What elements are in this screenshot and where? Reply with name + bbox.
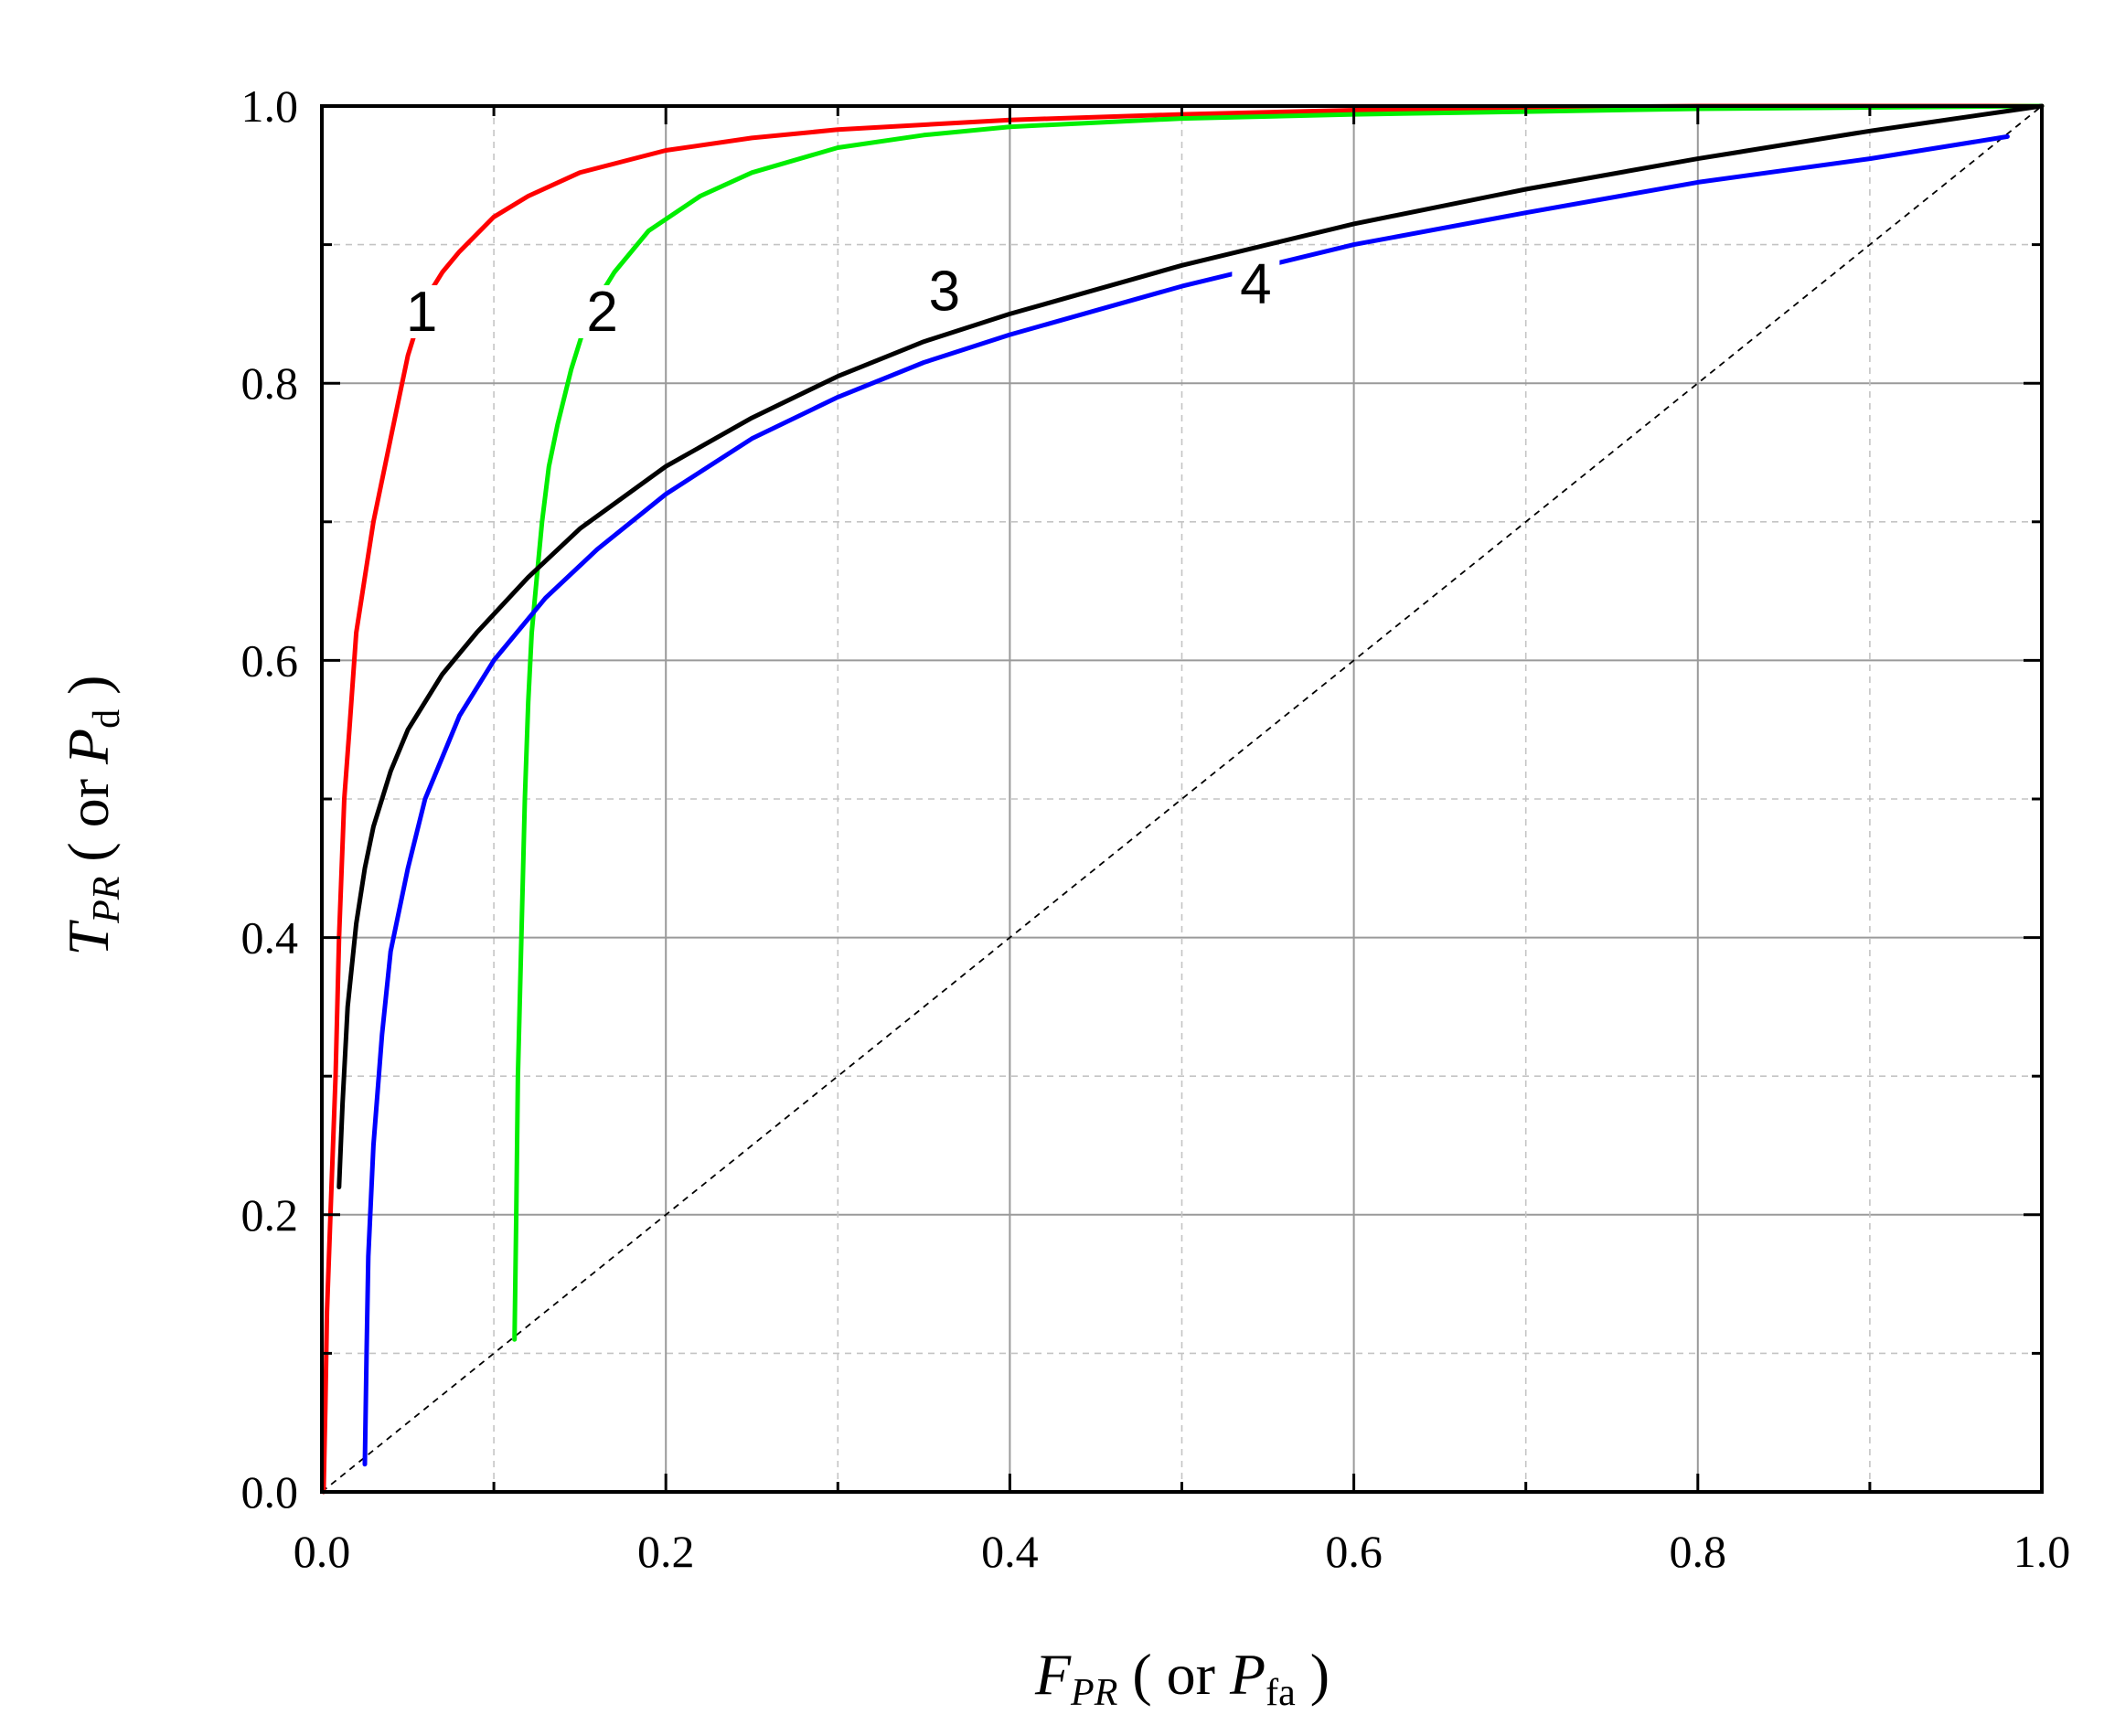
x-tick-label: 0.6 — [1325, 1526, 1383, 1577]
y-tick-label: 0.6 — [241, 634, 299, 686]
curve-label-4: 4 — [1240, 253, 1271, 316]
y-tick-label: 0.2 — [241, 1189, 299, 1241]
curve-label-2: 2 — [586, 281, 617, 344]
x-tick-label: 0.4 — [981, 1526, 1039, 1577]
curve-labels: 1 2 3 4 — [398, 253, 1280, 344]
plot-frame — [320, 104, 2044, 1494]
series-line-3 — [336, 103, 2045, 1189]
curve-label-1: 1 — [406, 281, 437, 344]
curve-label-bg — [1232, 257, 1280, 311]
curve-label-3: 3 — [929, 260, 960, 323]
tick-labels: 0.0 0.2 0.4 0.6 0.8 1.0 0.0 0.2 0.4 0.6 0.8 1.0 — [241, 80, 2071, 1577]
x-axis-title: FPR ( or Pfa ) — [1034, 1642, 1330, 1714]
y-axis-title: TPR ( or Pd ) — [56, 676, 128, 956]
y-tick-label: 0.0 — [241, 1466, 299, 1518]
curve-label-bg — [398, 285, 446, 339]
x-tick-label: 1.0 — [2013, 1526, 2071, 1577]
series-line-4 — [362, 133, 2010, 1467]
x-tick-label: 0.0 — [294, 1526, 351, 1577]
y-tick-label: 0.8 — [241, 357, 299, 409]
curve-label-bg — [920, 264, 968, 318]
y-tick-label: 0.4 — [241, 912, 299, 964]
curve-label-bg — [578, 285, 626, 339]
x-tick-label: 0.2 — [637, 1526, 695, 1577]
x-tick-label: 0.8 — [1670, 1526, 1727, 1577]
y-tick-label: 1.0 — [241, 80, 299, 132]
